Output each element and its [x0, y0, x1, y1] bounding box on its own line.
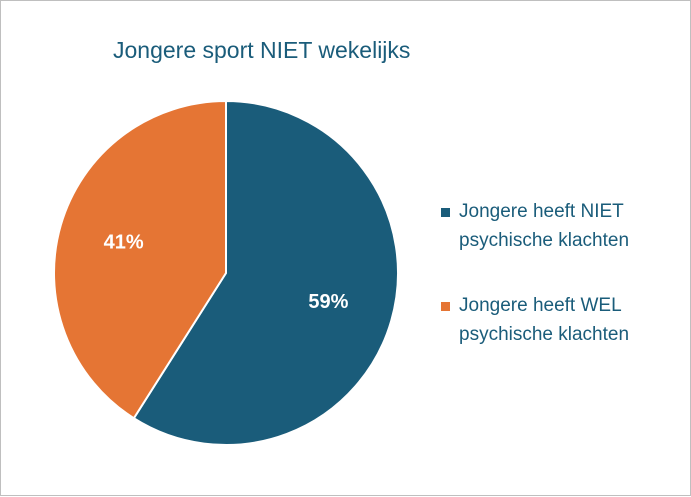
pie-slice-wel: [53, 99, 227, 420]
pie-slice-niet: [132, 99, 400, 446]
legend-swatch-niet: [441, 208, 450, 217]
legend: Jongere heeft NIET psychische klachten J…: [441, 197, 681, 385]
legend-item-wel: Jongere heeft WEL psychische klachten: [441, 291, 681, 349]
data-label-niet: 59%: [308, 291, 348, 313]
legend-item-niet: Jongere heeft NIET psychische klachten: [441, 197, 681, 255]
chart-title: Jongere sport NIET wekelijks: [113, 37, 411, 63]
data-label-wel: 41%: [104, 232, 144, 254]
legend-label-niet: Jongere heeft NIET psychische klachten: [459, 201, 630, 251]
legend-swatch-wel: [441, 302, 450, 311]
legend-label-wel: Jongere heeft WEL psychische klachten: [459, 295, 630, 345]
